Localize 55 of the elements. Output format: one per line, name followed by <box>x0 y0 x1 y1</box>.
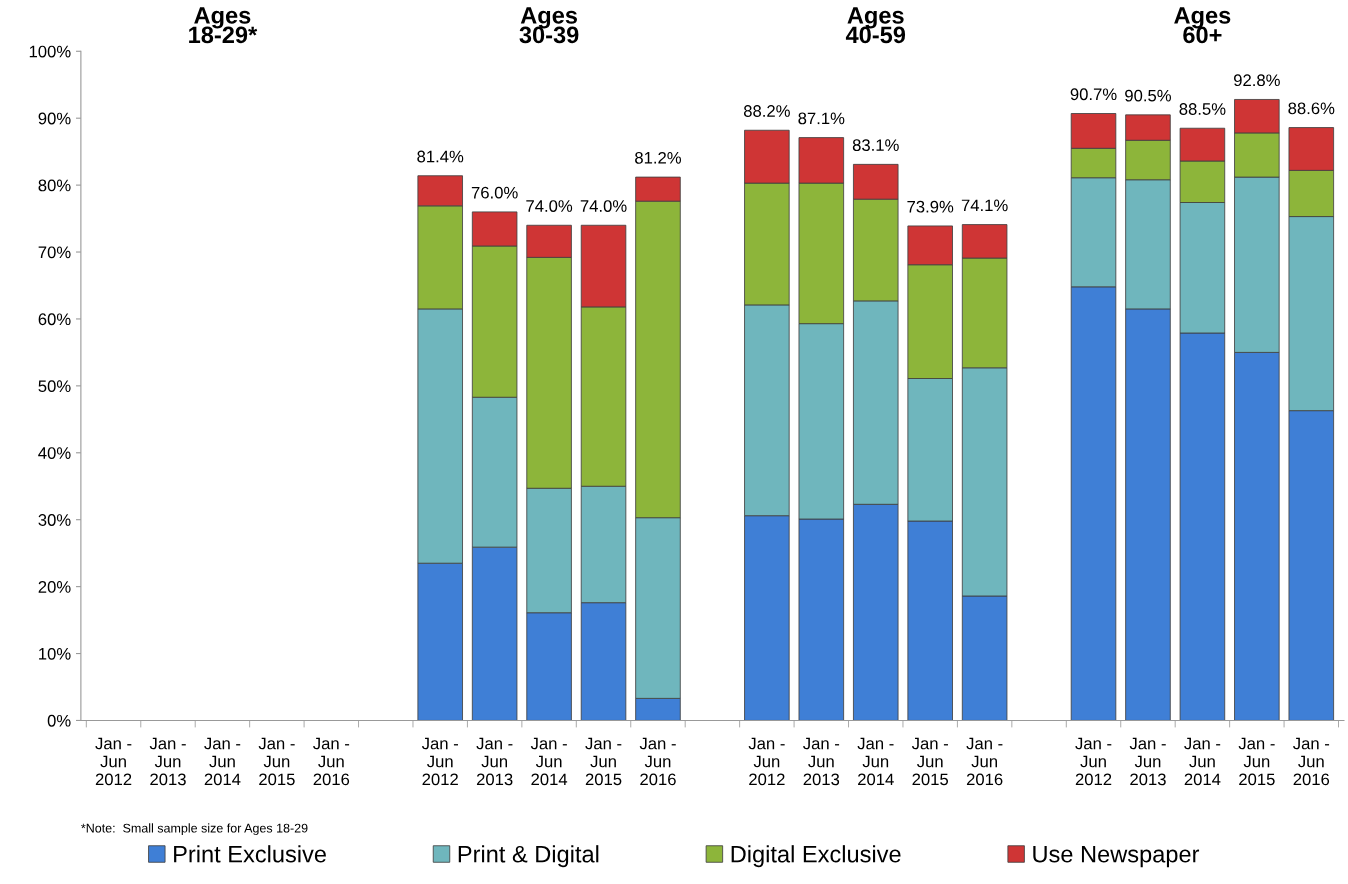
x-tick-label: Jan - Jun 2016 <box>966 737 1003 786</box>
x-tick-label: Jan - Jun 2012 <box>421 737 458 786</box>
y-tick-label: 70% <box>38 246 71 259</box>
x-tick-label: Jan - Jun 2014 <box>204 737 241 786</box>
legend-label: Print Exclusive <box>174 845 326 863</box>
total-label: 88.6% <box>1288 102 1335 115</box>
x-tick-label: Jan - Jun 2015 <box>911 737 949 786</box>
total-label: 73.9% <box>907 200 954 213</box>
y-tick-label: 0% <box>47 714 71 727</box>
x-tick-label: Jan - Jun 2012 <box>95 737 132 786</box>
x-tick-label: Jan - Jun 2015 <box>1238 737 1275 786</box>
y-tick-label: 10% <box>39 647 71 660</box>
x-tick-label: Jan - Jun 2013 <box>476 737 513 786</box>
total-label: 92.8% <box>1234 74 1280 87</box>
y-tick-label: 90% <box>38 112 71 125</box>
total-label: 74.1% <box>961 199 1008 212</box>
y-tick-label: 60% <box>38 313 71 326</box>
total-label: 74.0% <box>526 200 573 212</box>
x-tick-label: Jan - Jun 2014 <box>530 737 568 786</box>
total-label: 90.7% <box>1070 88 1117 101</box>
y-tick-label: 80% <box>38 179 71 192</box>
total-label: 81.2% <box>635 151 682 164</box>
x-tick-label: Jan - Jun 2013 <box>803 737 840 786</box>
x-tick-label: Jan - Jun 2013 <box>1129 737 1166 786</box>
x-tick-label: Jan - Jun 2015 <box>585 737 622 786</box>
total-label: 90.5% <box>1125 89 1171 102</box>
text: Ages 40-59 <box>845 7 906 44</box>
x-tick-label: Jan - Jun 2016 <box>639 737 676 786</box>
total-label: 87.1% <box>798 112 845 125</box>
total-label: 88.5% <box>1179 103 1226 115</box>
y-tick-label: 30% <box>38 514 71 526</box>
x-tick-label: Jan - Jun 2013 <box>149 737 186 786</box>
text: Ages 60+ <box>1174 7 1231 44</box>
y-tick-label: 40% <box>38 447 71 459</box>
legend-label: Digital Exclusive <box>731 845 901 868</box>
x-tick-label: Jan - Jun 2016 <box>313 737 350 786</box>
total-label: 76.0% <box>471 186 518 199</box>
total-label: 83.1% <box>852 139 899 152</box>
x-tick-label: Jan - Jun 2014 <box>857 737 894 786</box>
text: Ages 18-29* <box>189 7 258 44</box>
y-tick-label: 50% <box>38 380 71 393</box>
legend-label: Use Newspaper <box>1033 846 1200 868</box>
x-tick-label: Jan - Jun 2016 <box>1293 737 1330 786</box>
text: Ages 30-39 <box>519 7 579 44</box>
total-label: 88.2% <box>743 105 790 117</box>
y-tick-label: 20% <box>38 581 71 593</box>
x-tick-label: Jan - Jun 2015 <box>258 737 295 786</box>
x-tick-label: Jan - Jun 2014 <box>1184 737 1221 786</box>
y-tick-label: 100% <box>29 45 71 58</box>
x-tick-label: Jan - Jun 2012 <box>1075 737 1112 786</box>
total-label: 74.0% <box>580 200 627 212</box>
total-label: 81.4% <box>417 150 464 163</box>
text: *Note: Small sample size for Ages 18-29 <box>81 823 308 836</box>
x-tick-label: Jan - Jun 2012 <box>748 737 785 786</box>
legend-label: Print & Digital <box>458 845 599 868</box>
